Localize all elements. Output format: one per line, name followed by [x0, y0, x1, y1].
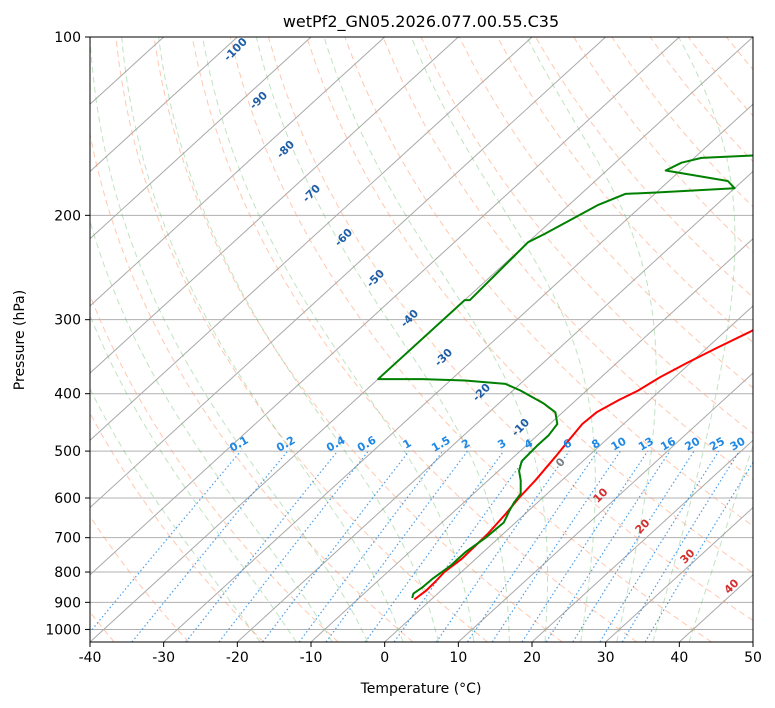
- moist-adiabat: [121, 37, 404, 642]
- mixing-ratio-line: [325, 450, 468, 642]
- mixing-ratio-line: [90, 450, 242, 633]
- dry-adiabat: [90, 515, 190, 642]
- y-tick-label: 300: [54, 313, 81, 329]
- isotherm-line: [90, 37, 312, 240]
- mixing-ratio-line: [298, 450, 444, 642]
- y-tick-label: 900: [54, 595, 81, 611]
- x-tick-label: -40: [79, 650, 102, 666]
- isotherm-line: [90, 37, 386, 307]
- reference-lines: [90, 37, 753, 642]
- moist-adiabat: [652, 37, 736, 642]
- isotherm-line: [310, 237, 753, 642]
- x-tick-label: 0: [380, 650, 389, 666]
- y-axis: 100 200 300 400 500 600 700 800 900 1000: [45, 30, 90, 638]
- mixing-ratio-line: [364, 450, 505, 642]
- y-tick-label: 100: [54, 30, 81, 46]
- mixing-ratio-line: [435, 450, 570, 642]
- dry-adiabat: [90, 412, 264, 642]
- mixing-ratio-line: [572, 450, 695, 642]
- mixing-ratio-line: [185, 450, 339, 642]
- isotherm-line: [163, 103, 753, 642]
- x-axis-title: Temperature (°C): [360, 681, 482, 697]
- x-tick-label: -30: [152, 650, 175, 666]
- x-tick-label: 20: [523, 650, 541, 666]
- isotherm-line: [384, 305, 753, 642]
- x-tick-label: 50: [744, 650, 762, 666]
- dry-adiabat: [306, 37, 753, 574]
- isotherm-line: [90, 37, 680, 576]
- mixing-ratio-line: [393, 450, 531, 642]
- moist-adiabat: [323, 37, 548, 642]
- dry-adiabat: [344, 37, 753, 527]
- mixing-ratio-line: [262, 450, 410, 642]
- y-tick-label: 1000: [45, 622, 81, 638]
- dry-adiabat: [268, 37, 753, 622]
- y-tick-label: 600: [54, 491, 81, 507]
- temperature-profile-line: [413, 329, 753, 601]
- moist-adiabat: [90, 37, 369, 642]
- mixing-ratio-line: [491, 450, 621, 642]
- mixing-ratio-line: [545, 450, 671, 642]
- isotherm-line: [457, 372, 753, 642]
- isotherm-line: [531, 439, 753, 642]
- y-tick-label: 800: [54, 565, 81, 581]
- dry-adiabat: [229, 37, 712, 642]
- sounding-lines: [377, 154, 753, 601]
- moist-adiabat: [90, 314, 297, 642]
- x-axis: -40 -30 -20 -10 0 10 20 30 40 50: [79, 642, 762, 666]
- x-tick-label: -20: [226, 650, 249, 666]
- x-tick-label: 10: [449, 650, 467, 666]
- y-tick-label: 400: [54, 387, 81, 403]
- x-tick-label: 30: [597, 650, 615, 666]
- moist-adiabat: [255, 37, 510, 642]
- mixing-ratio-line: [131, 450, 289, 642]
- mixing-ratio-line: [521, 450, 649, 642]
- dry-adiabat: [115, 37, 488, 642]
- isotherm-line: [90, 37, 459, 374]
- dry-adiabat: [382, 37, 753, 481]
- dry-adiabat: [191, 37, 638, 642]
- x-tick-label: 40: [670, 650, 688, 666]
- isotherm-line: [90, 37, 607, 509]
- moist-adiabat: [158, 37, 439, 642]
- dry-adiabat: [153, 37, 563, 642]
- y-tick-label: 700: [54, 531, 81, 547]
- moist-adiabat: [410, 37, 596, 642]
- isotherm-line: [90, 37, 533, 442]
- chart-title: wetPf2_GN05.2026.077.00.55.C35: [283, 12, 559, 32]
- plot-frame: [89, 36, 754, 643]
- mixing-ratio-line: [621, 450, 740, 642]
- dewpoint-profile-line: [377, 154, 753, 599]
- isotherm-line: [90, 37, 238, 173]
- y-tick-label: 200: [54, 208, 81, 224]
- dry-adiabat: [535, 37, 753, 298]
- moist-adiabat: [90, 219, 333, 642]
- moist-adiabat: [90, 387, 261, 642]
- y-axis-title: Pressure (hPa): [12, 290, 28, 390]
- isotherm-line: [236, 170, 753, 642]
- dry-adiabat: [496, 37, 753, 344]
- moist-adiabat: [202, 37, 475, 642]
- y-tick-label: 500: [54, 444, 81, 460]
- dry-adiabat: [90, 131, 414, 642]
- mixing-ratio-line: [466, 450, 599, 642]
- isotherm-line: [605, 506, 753, 642]
- x-tick-label: -10: [300, 650, 323, 666]
- moist-adiabat: [688, 443, 753, 642]
